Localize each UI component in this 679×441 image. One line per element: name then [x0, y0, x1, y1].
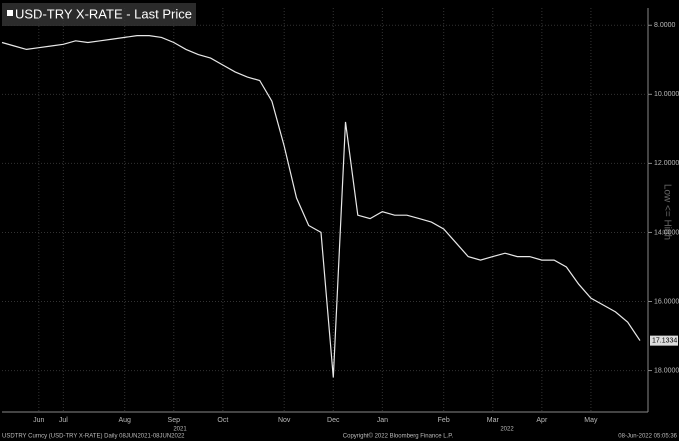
y-tick-label: 8.0000 — [654, 22, 676, 29]
y-tick-label: 14.0000 — [654, 229, 679, 236]
x-tick-label: Aug — [118, 417, 131, 424]
x-tick-label: Nov — [278, 417, 291, 424]
year-label: 2021 — [173, 427, 187, 433]
y-tick-label: 10.0000 — [654, 91, 679, 98]
x-tick-label: Jun — [33, 417, 44, 424]
x-tick-label: Jan — [377, 417, 388, 424]
x-tick-label: Dec — [327, 417, 340, 424]
x-tick-label: Jul — [59, 417, 68, 424]
x-tick-label: May — [584, 417, 598, 424]
y-tick-label: 16.0000 — [654, 298, 679, 305]
x-tick-label: Oct — [217, 417, 228, 424]
chart-title: USD-TRY X-RATE - Last Price — [15, 6, 192, 21]
footer-right: 08-Jun-2022 05:05:36 — [618, 434, 677, 440]
title-bullet — [7, 10, 13, 16]
footer-center: Copyright© 2022 Bloomberg Finance L.P. — [343, 433, 454, 440]
x-tick-label: Apr — [536, 417, 548, 424]
year-label: 2022 — [500, 427, 514, 433]
title-box — [2, 3, 196, 26]
last-price-box — [650, 335, 678, 346]
x-tick-label: Mar — [487, 417, 500, 424]
y-tick-label: 12.0000 — [654, 160, 679, 167]
footer-left: USDTRY Curncy (USD-TRY X-RATE) Daily 08J… — [2, 434, 185, 440]
x-tick-label: Feb — [438, 417, 450, 424]
x-tick-label: Sep — [168, 417, 181, 424]
last-price-label: 17.1334 — [652, 337, 677, 344]
y-tick-label: 18.0000 — [654, 367, 679, 374]
axis-note: Low <= High — [661, 184, 672, 240]
price-line — [1, 35, 641, 378]
